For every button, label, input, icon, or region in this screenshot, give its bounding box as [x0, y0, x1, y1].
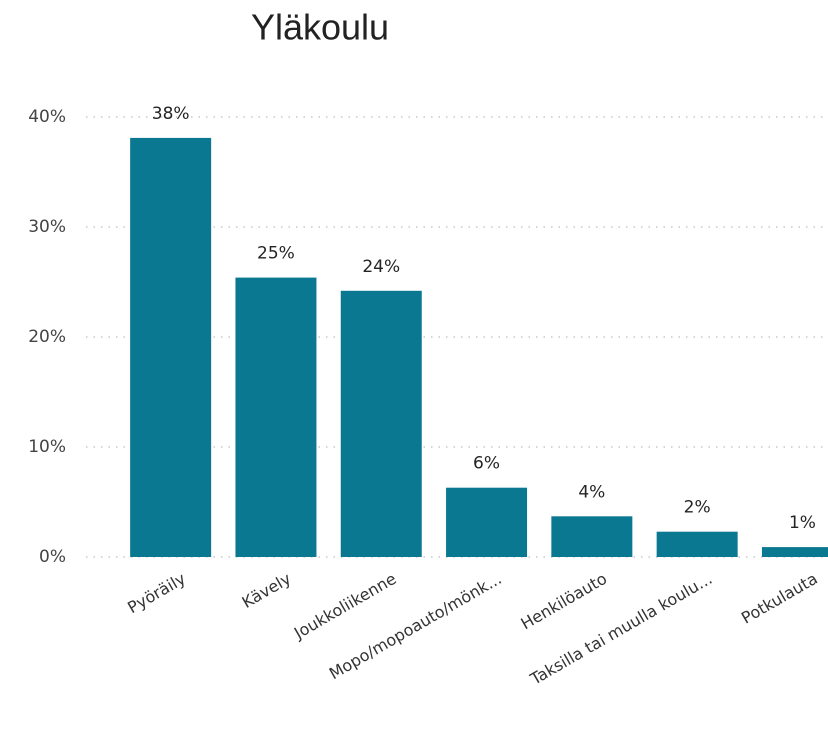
bar: [761, 547, 828, 557]
data-label: 25%: [257, 244, 295, 264]
x-tick-label: Henkilöauto: [517, 569, 610, 633]
bar: [235, 277, 317, 557]
x-tick-label: Mopo/mopoauto/mönk...: [326, 569, 505, 683]
data-label: 1%: [789, 513, 816, 533]
bar: [130, 137, 212, 557]
bar: [551, 516, 633, 557]
bar: [656, 531, 738, 557]
bar: [446, 487, 528, 557]
data-label: 38%: [152, 104, 190, 124]
y-tick-label: 10%: [28, 437, 66, 457]
x-tick-label: Pyöräily: [124, 569, 189, 617]
x-tick-label: Taksilla tai muulla koulu...: [526, 569, 715, 689]
bar: [340, 290, 422, 557]
chart-title: Yläkoulu: [251, 7, 389, 48]
x-tick-label: Kävely: [239, 569, 295, 612]
data-label: 2%: [684, 498, 711, 518]
y-tick-label: 0%: [39, 547, 66, 567]
y-tick-label: 30%: [28, 217, 66, 237]
y-tick-label: 20%: [28, 327, 66, 347]
data-label: 24%: [362, 257, 400, 277]
x-tick-label: Potkulauta: [738, 569, 821, 628]
x-tick-label: Joukkoliikenne: [290, 569, 399, 643]
y-tick-label: 40%: [28, 107, 66, 127]
data-label: 4%: [578, 482, 605, 502]
data-label: 6%: [473, 454, 500, 474]
